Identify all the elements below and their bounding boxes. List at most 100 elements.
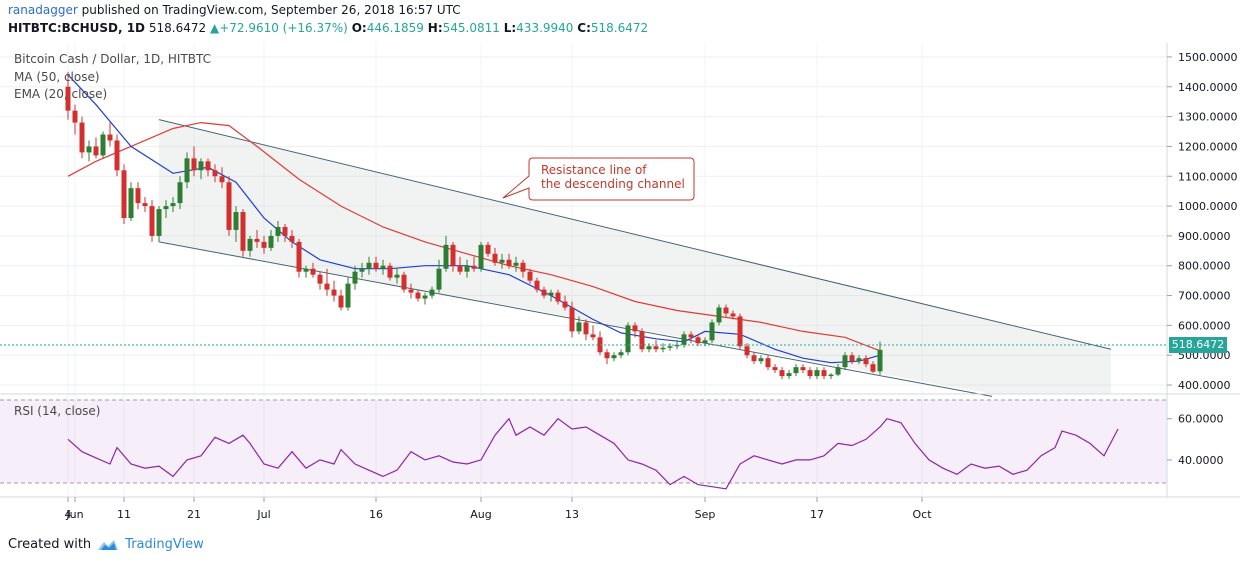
change-value: +72.9610 (+16.37%) xyxy=(219,21,348,35)
candle xyxy=(282,223,288,242)
candle-body xyxy=(842,355,848,368)
candle-body xyxy=(807,370,813,377)
candle xyxy=(275,221,281,242)
candle-body xyxy=(555,292,561,302)
candle-body xyxy=(667,346,673,348)
candle xyxy=(856,355,862,365)
time-tick-label: 17 xyxy=(810,508,824,521)
candle-body xyxy=(107,134,113,141)
candle xyxy=(317,271,323,290)
candle-body xyxy=(569,307,575,332)
candle-body xyxy=(296,241,302,272)
rsi-tick-label: 40.0000 xyxy=(1178,454,1224,467)
candle xyxy=(807,367,813,380)
candle-body xyxy=(471,265,477,269)
candle xyxy=(555,289,561,305)
candle-body xyxy=(723,307,729,314)
candle-body xyxy=(856,358,862,362)
candle xyxy=(541,286,547,299)
candle-body xyxy=(583,322,589,335)
candle-body xyxy=(506,259,512,266)
candle-body xyxy=(674,344,680,347)
candle-body xyxy=(814,370,820,377)
candle-body xyxy=(170,203,176,207)
candle xyxy=(198,158,204,180)
candle xyxy=(765,355,771,371)
candle-body xyxy=(646,346,652,350)
candle xyxy=(79,116,85,159)
candle xyxy=(870,361,876,374)
candle xyxy=(401,271,407,293)
candle xyxy=(366,256,372,275)
candle xyxy=(660,343,666,353)
candle-body xyxy=(457,265,463,272)
candle xyxy=(520,259,526,278)
candle xyxy=(828,373,834,380)
candle-body xyxy=(212,170,218,177)
candle-body xyxy=(149,206,155,236)
close-label: C: xyxy=(577,21,591,35)
candle xyxy=(289,229,295,248)
candle xyxy=(653,340,659,353)
candle xyxy=(254,229,260,248)
candle-body xyxy=(128,188,134,219)
candle-body xyxy=(520,262,526,272)
candle-body xyxy=(338,295,344,308)
price-tick-label: 1400.0000 xyxy=(1178,81,1238,94)
candle xyxy=(422,292,428,305)
candle-body xyxy=(835,367,841,375)
tradingview-link[interactable]: TradingView xyxy=(125,537,204,552)
candle xyxy=(149,200,155,242)
ema-legend[interactable]: EMA (20, close) xyxy=(14,87,108,101)
close-value: 518.6472 xyxy=(590,21,649,35)
candle-body xyxy=(737,316,743,347)
up-arrow-icon: ▲ xyxy=(209,21,220,35)
candle xyxy=(772,364,778,374)
candle xyxy=(107,122,113,147)
candle-body xyxy=(758,358,764,362)
candle xyxy=(93,137,99,159)
candle xyxy=(863,355,869,368)
candle xyxy=(611,352,617,362)
candle xyxy=(534,277,540,293)
candle xyxy=(233,206,239,242)
candle xyxy=(394,268,400,284)
candle xyxy=(849,352,855,365)
candle-body xyxy=(289,235,295,242)
candle-body xyxy=(233,212,239,230)
candle-body xyxy=(870,364,876,372)
time-tick-label: Jul xyxy=(256,508,270,521)
candle-body xyxy=(331,289,337,296)
candle xyxy=(429,286,435,299)
candle-body xyxy=(702,340,708,344)
candle-body xyxy=(499,259,505,263)
candle xyxy=(415,289,421,302)
time-tick-label: Sep xyxy=(695,508,716,521)
annotation-text: Resistance line of the descending channe… xyxy=(541,163,691,191)
candle-body xyxy=(415,292,421,299)
rsi-legend[interactable]: RSI (14, close) xyxy=(14,404,101,418)
time-tick-label: 13 xyxy=(565,508,579,521)
ema20-line xyxy=(67,74,881,364)
author-link[interactable]: ranadagger xyxy=(8,3,78,17)
candle-body xyxy=(625,325,631,353)
publish-date: published on TradingView.com, September … xyxy=(81,3,461,17)
candle-body xyxy=(730,313,736,317)
candle xyxy=(450,241,456,272)
candle xyxy=(219,167,225,189)
candle-body xyxy=(191,158,197,171)
candle-body xyxy=(527,271,533,281)
candle xyxy=(310,262,316,278)
candle xyxy=(625,322,631,356)
ma-legend[interactable]: MA (50, close) xyxy=(14,70,100,84)
candle-body xyxy=(618,352,624,356)
candle-body xyxy=(79,122,85,153)
candle-body xyxy=(772,367,778,371)
candle xyxy=(499,253,505,269)
candle-body xyxy=(464,265,470,272)
candle xyxy=(723,304,729,317)
candle xyxy=(373,256,379,272)
candle-body xyxy=(632,325,638,332)
